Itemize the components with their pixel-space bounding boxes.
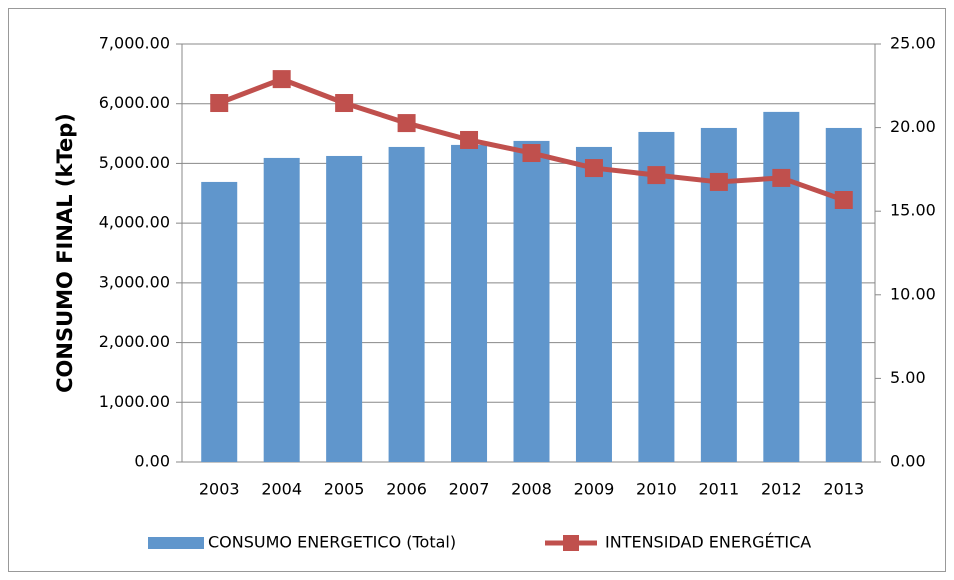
y-tick-label: 6,000.00: [99, 93, 170, 112]
bar: [201, 181, 238, 462]
line-marker: [460, 130, 479, 149]
line-marker: [772, 168, 791, 187]
bar: [388, 146, 425, 462]
line-marker: [522, 144, 541, 163]
x-tick-label: 2011: [699, 480, 740, 499]
y-tick-label: 7,000.00: [99, 34, 170, 53]
x-tick-label: 2008: [511, 480, 552, 499]
y-tick-label: 1,000.00: [99, 392, 170, 411]
bar: [825, 127, 862, 462]
line-marker: [272, 70, 291, 89]
legend-label: INTENSIDAD ENERGÉTICA: [605, 533, 811, 552]
x-tick-label: 2010: [636, 480, 677, 499]
line-marker: [709, 172, 728, 191]
y-tick-label: 3,000.00: [99, 272, 170, 291]
y-tick-label: 2,000.00: [99, 332, 170, 351]
y2-tick-label: 5.00: [890, 368, 926, 387]
line-marker: [834, 190, 853, 209]
bar: [638, 131, 675, 462]
legend-marker: [563, 535, 579, 551]
y-tick-label: 4,000.00: [99, 213, 170, 232]
x-tick-label: 2004: [261, 480, 302, 499]
x-tick-label: 2006: [386, 480, 427, 499]
y2-tick-label: 25.00: [890, 34, 936, 53]
y2-tick-label: 15.00: [890, 201, 936, 220]
legend-swatch: [148, 537, 204, 549]
line-marker: [210, 94, 229, 113]
bar: [513, 140, 550, 462]
bar: [326, 155, 363, 462]
x-tick-label: 2009: [574, 480, 615, 499]
x-tick-label: 2005: [324, 480, 365, 499]
bar: [263, 157, 300, 462]
y-axis-label: CONSUMO FINAL (kTep): [53, 113, 77, 393]
x-tick-label: 2012: [761, 480, 802, 499]
bar: [451, 144, 488, 462]
x-tick-label: 2007: [449, 480, 490, 499]
bar: [763, 111, 800, 462]
bar: [575, 146, 612, 462]
x-tick-label: 2003: [199, 480, 240, 499]
y2-tick-label: 0.00: [890, 452, 926, 471]
line-marker: [335, 94, 354, 113]
line-marker: [584, 159, 603, 178]
y2-tick-label: 10.00: [890, 284, 936, 303]
legend-label: CONSUMO ENERGETICO (Total): [208, 533, 456, 552]
y2-tick-label: 20.00: [890, 117, 936, 136]
line-marker: [397, 114, 416, 133]
y-tick-label: 0.00: [134, 452, 170, 471]
x-tick-label: 2013: [823, 480, 864, 499]
line-marker: [647, 166, 666, 185]
y-tick-label: 5,000.00: [99, 153, 170, 172]
